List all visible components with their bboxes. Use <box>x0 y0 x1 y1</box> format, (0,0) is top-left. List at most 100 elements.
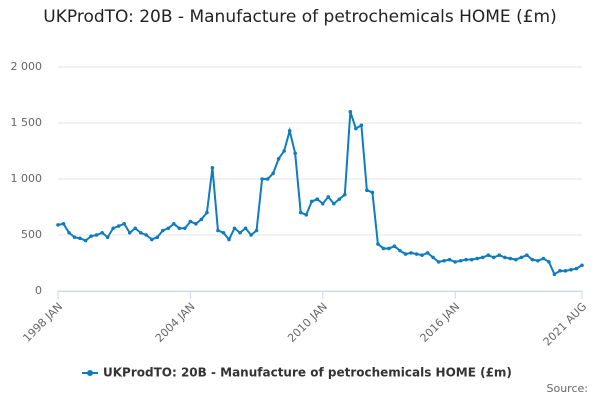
point <box>425 251 430 255</box>
point <box>414 252 419 256</box>
point <box>552 272 557 277</box>
point <box>216 228 220 233</box>
point <box>100 230 104 235</box>
point <box>194 222 198 226</box>
point <box>392 244 397 248</box>
point <box>502 255 507 260</box>
point <box>249 233 253 237</box>
point <box>232 226 237 231</box>
point <box>144 233 149 237</box>
y-tick-label: 2 000 <box>11 60 43 73</box>
point <box>403 252 408 256</box>
x-tick-label: 1998 JAN <box>20 300 65 345</box>
point <box>398 248 402 253</box>
point <box>320 201 325 206</box>
point <box>199 217 204 222</box>
point <box>183 226 187 231</box>
point <box>486 253 491 257</box>
point <box>354 126 358 131</box>
point <box>420 253 424 257</box>
point <box>458 258 463 263</box>
point <box>574 266 579 271</box>
series-line <box>57 111 583 276</box>
point <box>161 228 165 233</box>
point <box>326 195 331 199</box>
x-tick-label: 2004 JAN <box>153 300 198 345</box>
point <box>83 238 88 243</box>
point <box>491 255 496 260</box>
point <box>563 269 568 273</box>
point <box>436 260 441 264</box>
point <box>172 222 176 226</box>
point <box>133 226 138 231</box>
point <box>580 263 584 268</box>
point <box>442 258 446 263</box>
point <box>166 226 171 231</box>
x-tick-label: 2016 JAN <box>418 300 463 345</box>
chart-title: UKProdTO: 20B - Manufacture of petrochem… <box>43 7 557 27</box>
point <box>309 199 314 204</box>
point <box>387 246 391 251</box>
point <box>514 257 518 262</box>
point <box>155 235 160 240</box>
point <box>359 123 364 128</box>
point <box>78 236 82 241</box>
point <box>464 257 468 262</box>
point <box>298 210 303 215</box>
point <box>282 149 286 153</box>
point <box>525 253 529 257</box>
point <box>243 226 248 231</box>
point <box>348 110 353 114</box>
point <box>453 260 457 264</box>
y-tick-label: 1 000 <box>11 172 43 185</box>
point <box>271 171 275 176</box>
point <box>116 224 121 228</box>
point <box>287 129 292 133</box>
point <box>343 192 347 197</box>
point <box>508 256 513 261</box>
point <box>530 257 535 262</box>
point <box>293 151 297 156</box>
point <box>431 255 435 260</box>
point <box>331 201 336 206</box>
y-tick-label: 0 <box>35 284 42 297</box>
point <box>569 267 573 272</box>
point <box>238 230 242 235</box>
point <box>205 210 209 215</box>
point <box>265 177 270 181</box>
point <box>370 190 375 195</box>
point <box>56 223 60 227</box>
point <box>177 226 182 231</box>
point <box>227 237 231 242</box>
point <box>254 228 259 233</box>
point <box>447 257 452 262</box>
point <box>475 256 480 261</box>
point <box>376 242 380 246</box>
point <box>558 269 562 273</box>
point <box>365 188 369 192</box>
point <box>111 226 115 231</box>
point <box>188 219 193 224</box>
point <box>72 235 77 240</box>
point <box>304 213 309 217</box>
point <box>61 222 66 226</box>
point <box>337 197 342 201</box>
point <box>94 233 99 237</box>
point <box>497 253 502 257</box>
x-tick-label: 2010 JAN <box>285 300 330 345</box>
point <box>138 230 143 235</box>
point <box>221 230 226 235</box>
source: Source: <box>547 382 589 395</box>
point <box>260 177 264 181</box>
point <box>122 222 126 226</box>
point <box>276 157 281 161</box>
legend-label: UKProdTO: 20B - Manufacture of petrochem… <box>103 366 512 380</box>
y-tick-label: 1 500 <box>11 116 43 129</box>
point <box>315 197 320 201</box>
point <box>149 237 154 242</box>
point <box>210 166 215 170</box>
point <box>105 235 110 240</box>
point <box>541 256 546 261</box>
y-tick-label: 500 <box>21 228 42 241</box>
